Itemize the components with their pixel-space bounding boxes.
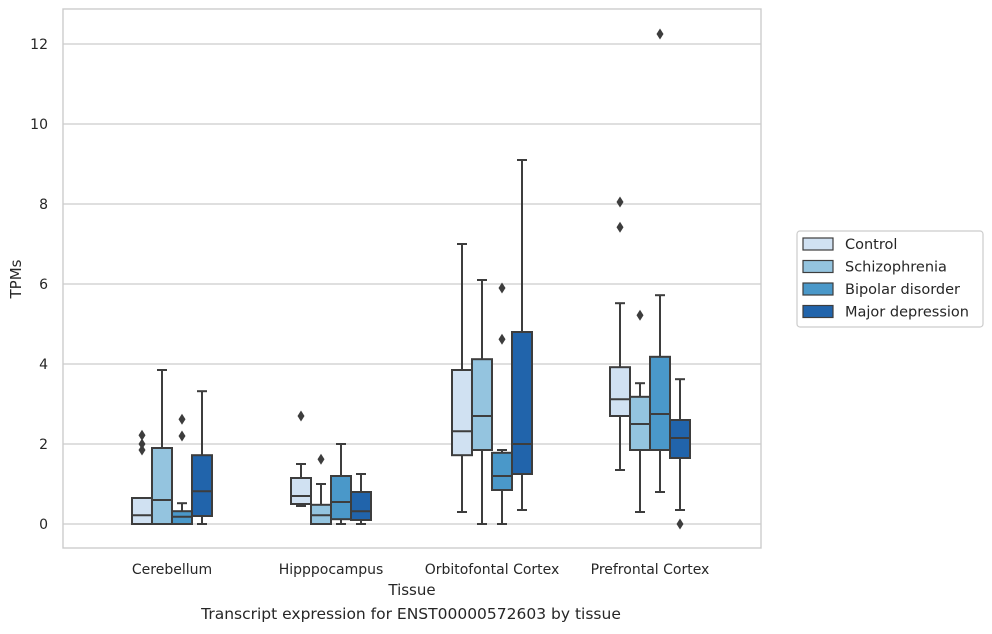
outlier-point xyxy=(317,453,325,465)
chart-caption: Transcript expression for ENST0000057260… xyxy=(201,605,621,623)
box-iqr xyxy=(151,447,173,525)
y-axis-label: TPMs xyxy=(7,259,25,299)
box-iqr xyxy=(451,369,473,457)
legend-swatch xyxy=(802,259,834,274)
outlier-point xyxy=(498,333,506,345)
y-tick-label: 6 xyxy=(39,277,48,293)
box-iqr xyxy=(290,477,312,505)
box xyxy=(131,497,153,525)
x-tick-label: Prefrontal Cortex xyxy=(591,562,710,578)
outlier-point xyxy=(178,430,186,442)
box xyxy=(451,243,473,513)
x-axis-ticks: Cerebellum Hipppocampus Orbitofontal Corte… xyxy=(132,562,709,578)
box xyxy=(310,453,332,525)
outlier-point xyxy=(138,444,146,456)
x-axis-label: Tissue xyxy=(387,581,435,599)
box xyxy=(191,390,213,525)
box xyxy=(471,279,493,525)
outlier-point xyxy=(297,410,305,422)
legend-swatch xyxy=(802,304,834,319)
box-iqr xyxy=(491,451,513,491)
box-iqr xyxy=(330,475,352,521)
y-tick-label: 4 xyxy=(39,357,48,373)
boxes xyxy=(131,28,691,530)
box-iqr xyxy=(511,331,533,475)
y-tick-label: 12 xyxy=(30,37,48,53)
gridlines xyxy=(63,43,761,525)
box xyxy=(649,28,671,493)
y-tick-label: 10 xyxy=(30,117,48,133)
legend-swatch xyxy=(802,282,834,296)
x-tick-label: Cerebellum xyxy=(132,562,212,578)
y-tick-label: 2 xyxy=(39,437,48,453)
box xyxy=(609,196,631,471)
outlier-point xyxy=(138,438,146,450)
box xyxy=(669,378,691,530)
outlier-point xyxy=(138,429,146,441)
legend-swatch xyxy=(802,237,834,251)
outlier-point xyxy=(656,28,664,40)
box-iqr xyxy=(191,454,213,518)
y-tick-label: 8 xyxy=(39,197,48,213)
legend-frame xyxy=(796,230,984,328)
legend-label: Schizophrenia xyxy=(845,260,947,276)
legend-label: Major depression xyxy=(845,305,969,321)
box xyxy=(511,159,533,511)
box xyxy=(171,413,193,526)
legend-label: Bipolar disorder xyxy=(845,282,960,298)
box xyxy=(350,473,372,525)
outlier-point xyxy=(636,309,644,321)
box-iqr xyxy=(350,491,372,521)
outlier-point xyxy=(178,413,186,425)
box xyxy=(290,410,312,507)
box-iqr xyxy=(649,355,671,451)
outlier-point xyxy=(616,196,624,208)
box-iqr xyxy=(131,497,153,525)
plot-area-frame xyxy=(62,8,762,549)
box xyxy=(151,369,173,525)
y-tick-label: 0 xyxy=(39,517,48,533)
outlier-point xyxy=(498,282,506,294)
box-iqr xyxy=(471,358,493,452)
outlier-point xyxy=(616,221,624,233)
outlier-group xyxy=(138,429,146,456)
x-tick-label: Hipppocampus xyxy=(279,562,384,578)
box xyxy=(491,282,513,525)
box-iqr xyxy=(609,366,631,418)
y-axis-ticks: 0 2 4 6 8 10 12 xyxy=(30,37,48,533)
box xyxy=(629,309,651,513)
legend-label: Control xyxy=(845,237,897,253)
legend: Control Schizophrenia Bipolar disorder Majo… xyxy=(796,230,984,328)
outlier-point xyxy=(676,518,684,530)
box xyxy=(330,443,352,525)
x-tick-label: Orbitofontal Cortex xyxy=(425,562,560,578)
